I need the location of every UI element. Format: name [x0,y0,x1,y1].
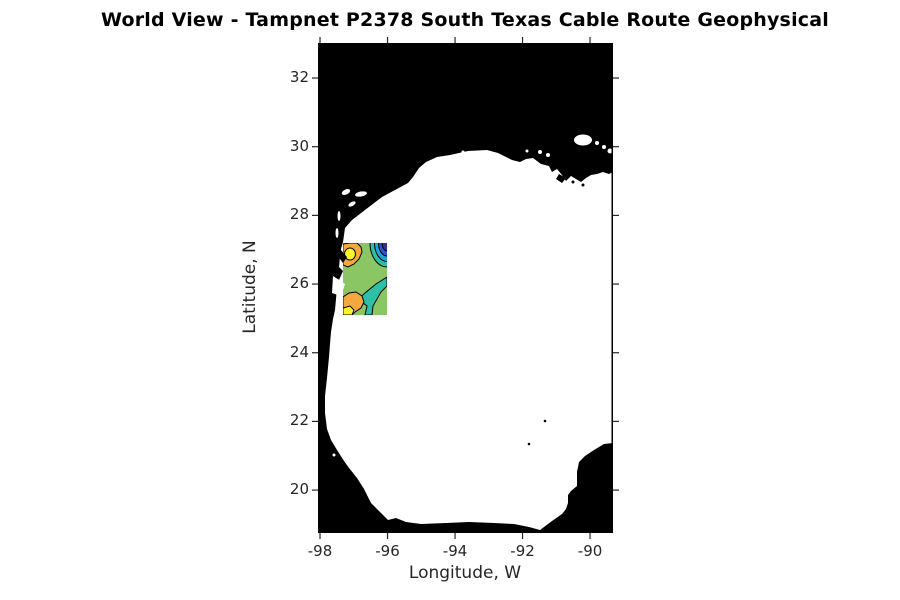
islets-group [527,174,585,446]
x-axis-label: Longitude, W [408,563,522,583]
y-tick-label-3: 26 [289,274,309,293]
coastal-bays-group [332,134,613,457]
figure-title: World View - Tampnet P2378 South Texas C… [101,9,829,31]
y-tick-label-0: 32 [289,68,309,87]
barrier-island-sliver-2 [332,262,343,280]
coast-water-wedge [332,276,345,296]
y-tick-label-6: 20 [289,480,309,499]
axis-ticks [312,37,619,539]
gulf-water-shape [325,150,613,530]
x-tick-label-3: -92 [510,542,535,560]
lake-pontchartrain [574,134,592,146]
axes-box [318,43,613,533]
x-tick-label-0: -98 [307,542,333,560]
survey-contour-patch [343,243,387,315]
y-tick-label-1: 30 [289,136,309,155]
galveston-bay [468,153,476,159]
y-tick-label-2: 28 [289,205,309,224]
y-tick-label-5: 22 [289,411,309,430]
contour-band-yellow-north [344,247,356,261]
laguna-madre-sliver [337,211,341,221]
contour-band-darkblue [381,243,387,252]
barrier-island-sliver [337,249,347,263]
x-tick-label-2: -94 [442,542,468,560]
y-tick-label-4: 24 [289,342,309,361]
map-area [318,43,613,533]
contour-band-teal-mid [351,276,387,315]
matagorda-bay [341,189,351,195]
x-tick-label-4: -90 [577,542,603,560]
mississippi-delta-islet [556,174,566,183]
x-tick-label-1: -96 [375,542,400,560]
contour-band-yellow-south [343,305,355,315]
